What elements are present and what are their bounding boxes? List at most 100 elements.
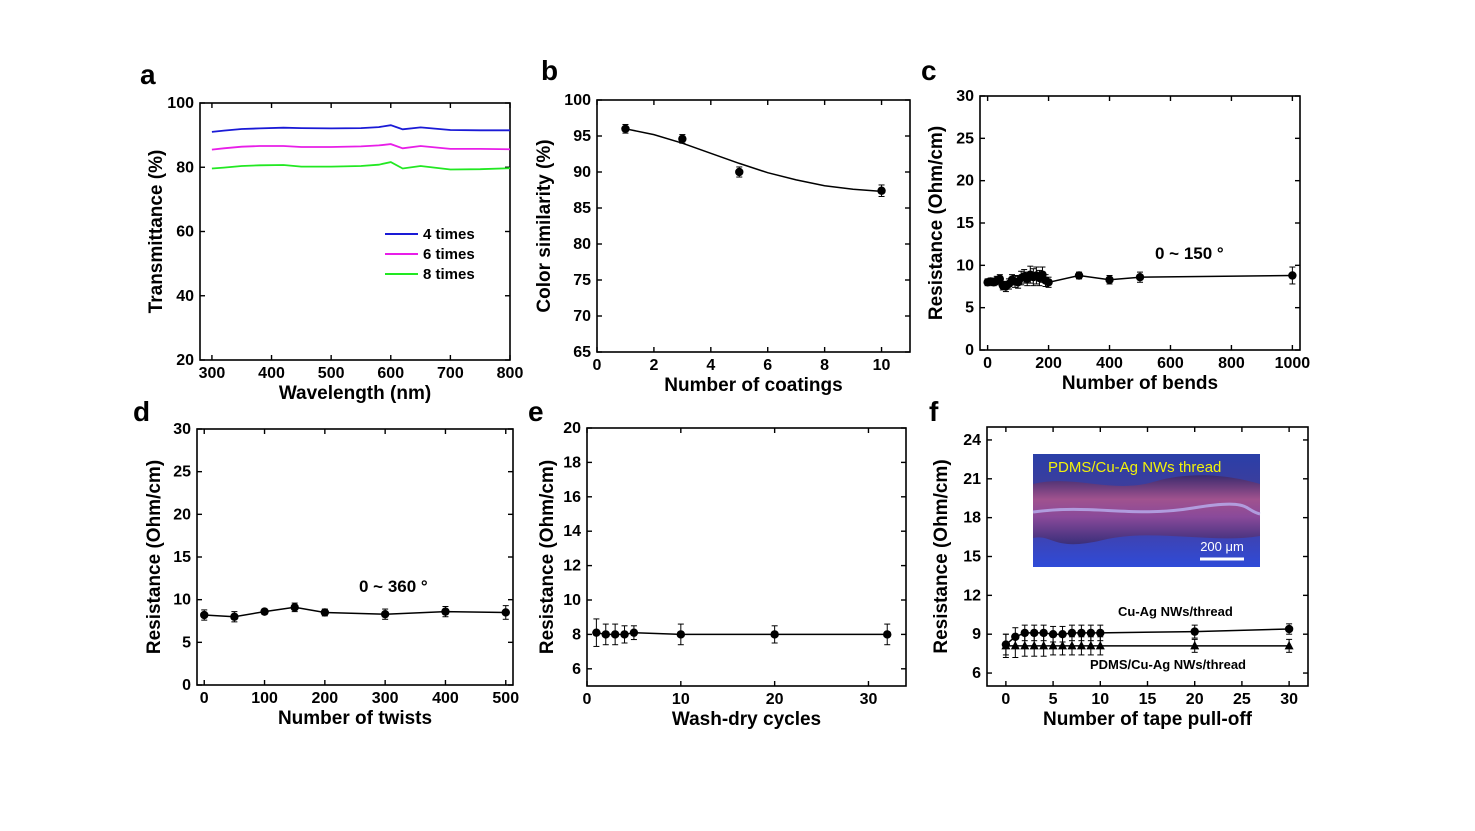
legend-label: 8 times — [423, 266, 475, 283]
x-tick-label: 2 — [649, 357, 658, 374]
series-0 — [211, 124, 510, 133]
x-tick-label: 20 — [766, 691, 784, 708]
panel-a: a 300 400 500 600 700 800 20 40 60 80 100 Wavelength… — [140, 59, 523, 404]
data-point — [1095, 640, 1105, 650]
y-tick-label: 20 — [563, 420, 581, 437]
series-0 — [200, 602, 510, 623]
y-tick-label: 24 — [963, 432, 981, 449]
series-line — [211, 124, 510, 133]
series-1 — [211, 143, 511, 151]
x-tick-label: 200 — [311, 690, 338, 707]
y-axis-label: Resistance (Ohm/cm) — [144, 460, 165, 654]
fit-curve — [625, 128, 882, 193]
y-tick-label: 25 — [956, 130, 974, 147]
scale-bar-label: 200 μm — [1200, 539, 1244, 554]
panel-c: c 0 200 400 600 800 1000 0 5 10 15 20 25 30 Number of … — [921, 55, 1310, 394]
legend-label: 6 times — [423, 246, 475, 263]
panel-letter: b — [541, 55, 558, 86]
y-tick-label: 5 — [182, 634, 191, 651]
x-tick-label: 500 — [492, 690, 519, 707]
panel-letter: f — [929, 396, 939, 427]
y-tick-label: 25 — [173, 464, 191, 481]
series-0 — [621, 123, 886, 197]
plot-frame — [196, 428, 514, 686]
x-tick-label: 30 — [1280, 691, 1298, 708]
y-tick-label: 18 — [963, 510, 981, 527]
data-point — [230, 612, 239, 621]
data-point — [441, 607, 450, 616]
data-point — [601, 630, 610, 639]
x-tick-label: 800 — [497, 365, 524, 382]
y-tick-label: 12 — [563, 558, 581, 575]
data-point — [1044, 278, 1053, 287]
angle-annotation: 0 ~ 360 ° — [359, 577, 428, 596]
y-tick-label: 0 — [965, 342, 974, 359]
data-point — [620, 630, 629, 639]
inset-title: PDMS/Cu-Ag NWs thread — [1048, 459, 1221, 476]
data-point — [200, 610, 209, 620]
series-line — [204, 606, 506, 618]
data-point — [1190, 627, 1199, 636]
panel-b: b 0 2 4 6 8 10 65 70 75 80 85 90 95 100 Number of coati… — [534, 55, 911, 396]
x-tick-label: 0 — [983, 355, 992, 372]
x-tick-label: 6 — [763, 357, 772, 374]
data-point — [260, 607, 269, 616]
series-0 — [1001, 623, 1294, 656]
x-tick-label: 25 — [1233, 691, 1251, 708]
series-0 — [592, 618, 892, 647]
panel-letter: a — [140, 59, 156, 90]
data-point — [290, 603, 299, 612]
series-2 — [211, 161, 511, 171]
data-point — [735, 167, 744, 177]
series-line — [1005, 628, 1290, 646]
y-axis-label: Resistance (Ohm/cm) — [926, 126, 947, 320]
data-point — [1020, 640, 1030, 650]
y-tick-label: 20 — [956, 173, 974, 190]
y-tick-label: 9 — [972, 626, 981, 643]
data-point — [1288, 271, 1297, 280]
x-tick-label: 0 — [583, 691, 592, 708]
y-tick-label: 8 — [572, 626, 581, 643]
data-point — [1067, 640, 1077, 650]
data-point — [883, 630, 892, 639]
plot-frame — [596, 99, 911, 353]
y-tick-label: 30 — [956, 88, 974, 105]
data-point — [1039, 640, 1049, 650]
y-tick-label: 85 — [573, 200, 591, 217]
x-tick-label: 400 — [258, 365, 285, 382]
y-tick-label: 6 — [572, 661, 581, 678]
y-tick-label: 6 — [972, 665, 981, 682]
data-point — [877, 186, 886, 195]
data-point — [676, 630, 686, 639]
data-point — [770, 630, 779, 639]
x-tick-label: 0 — [593, 357, 602, 374]
x-axis-label: Wavelength (nm) — [279, 383, 431, 404]
x-tick-label: 15 — [1139, 691, 1157, 708]
data-point — [592, 628, 601, 637]
x-tick-label: 10 — [672, 691, 690, 708]
data-point — [1001, 640, 1011, 650]
x-tick-label: 4 — [706, 357, 715, 374]
data-point — [629, 628, 639, 637]
data-point — [621, 124, 630, 133]
x-tick-label: 20 — [1186, 691, 1204, 708]
y-tick-label: 100 — [167, 95, 194, 112]
x-tick-label: 10 — [873, 357, 891, 374]
y-axis-label: Transmittance (%) — [146, 150, 167, 314]
series-line — [211, 161, 511, 171]
data-point — [501, 608, 510, 617]
plot-frame — [979, 95, 1301, 351]
panel-f: f 0 5 10 15 20 25 30 6 9 12 15 18 21 24 Number of tape … — [929, 396, 1309, 730]
thread-shape — [1033, 475, 1260, 545]
data-point — [1074, 271, 1084, 280]
data-point — [678, 134, 687, 144]
data-point — [380, 609, 390, 619]
data-point — [610, 630, 620, 639]
y-tick-label: 16 — [563, 489, 581, 506]
x-tick-label: 400 — [1096, 355, 1123, 372]
data-point — [1010, 640, 1020, 650]
data-point — [1077, 628, 1086, 638]
y-tick-label: 75 — [573, 272, 591, 289]
y-tick-label: 80 — [176, 159, 194, 176]
